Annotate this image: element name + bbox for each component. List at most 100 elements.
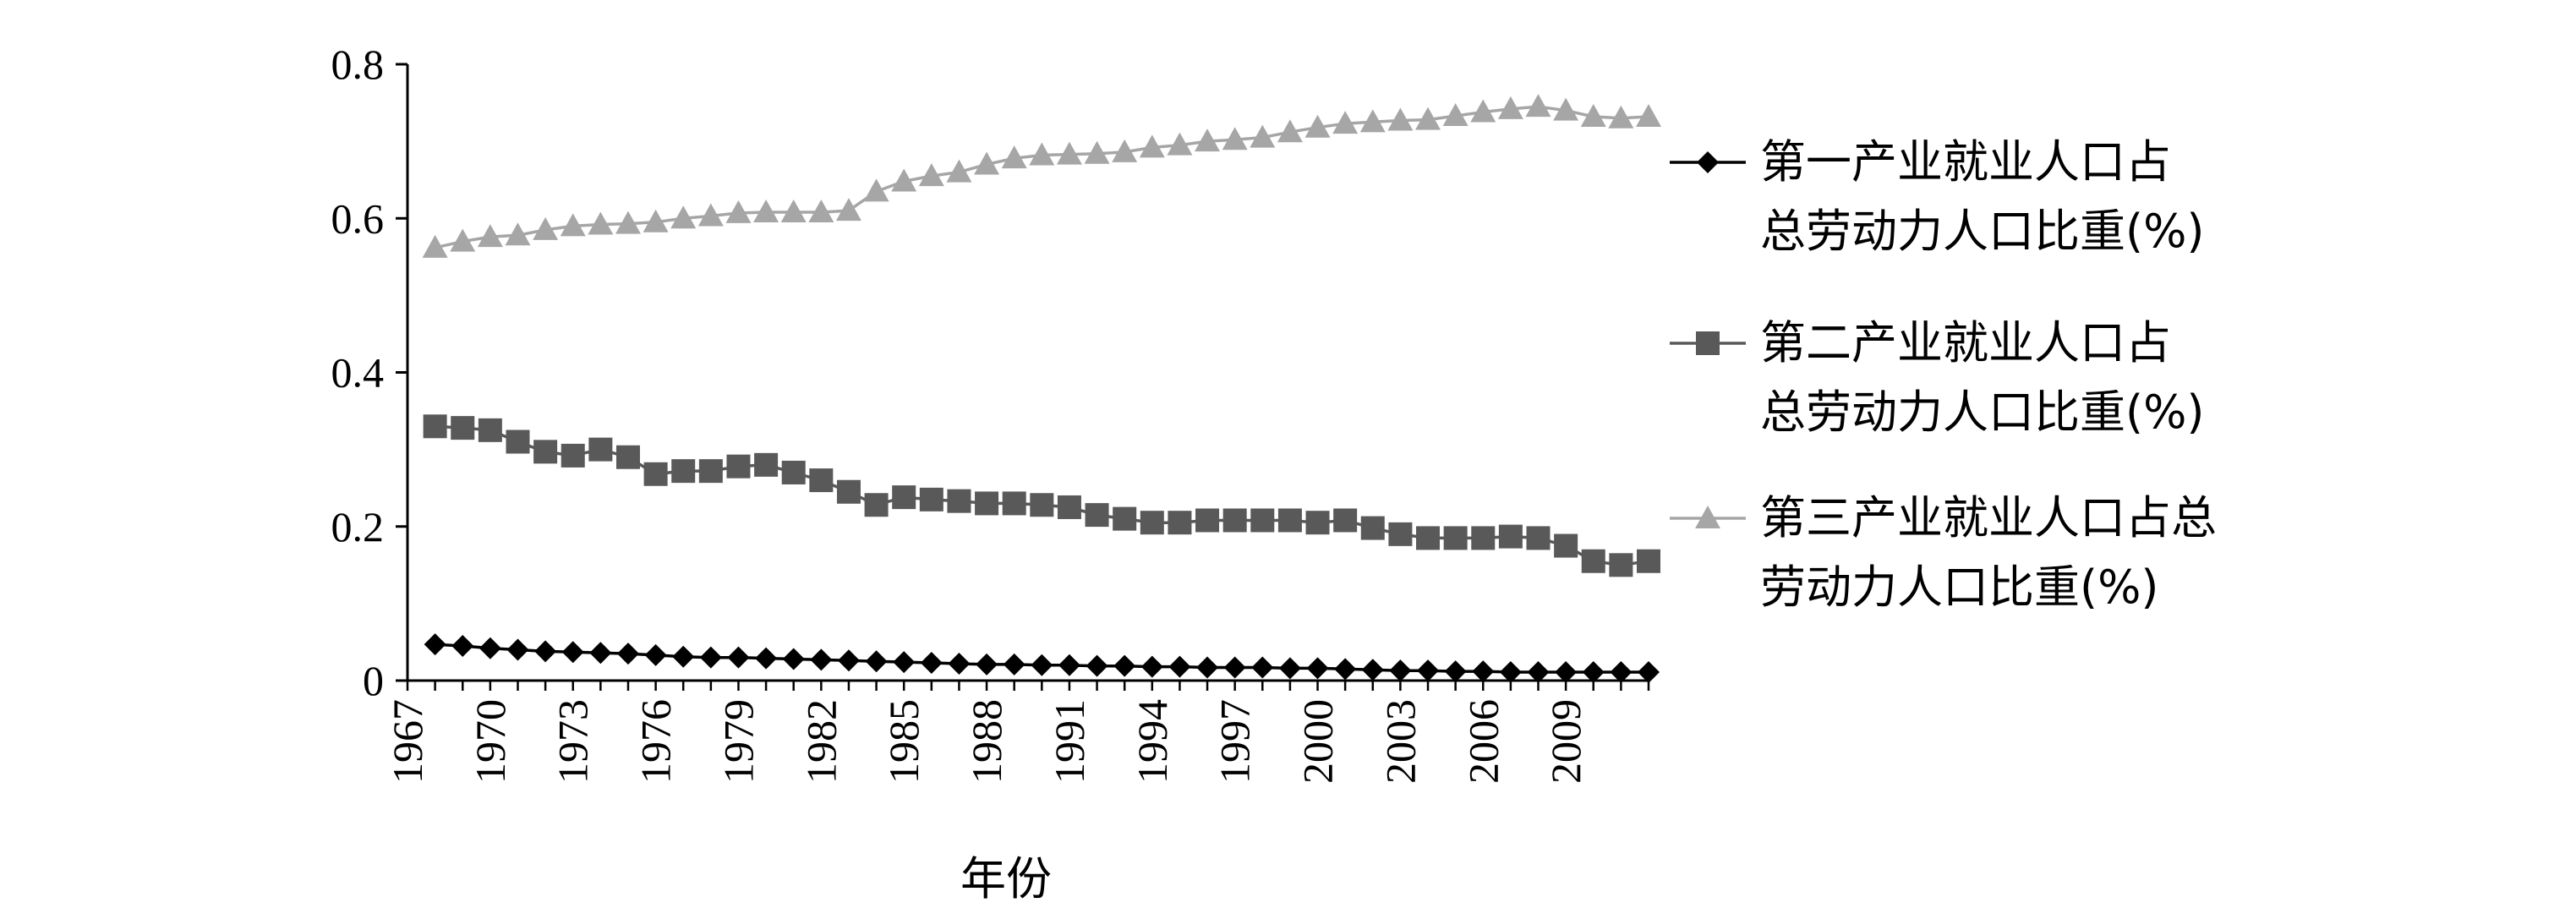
series-1-point	[948, 652, 971, 675]
series-2-point	[1113, 506, 1137, 531]
series-3-point	[918, 163, 944, 187]
series-3-point	[835, 198, 861, 222]
series-2-point	[809, 468, 834, 493]
series-2-point	[698, 459, 723, 484]
series-1-point	[1086, 654, 1108, 677]
series-3-point	[1442, 103, 1468, 127]
legend-label: 第一产业就业人口占	[1760, 135, 2171, 189]
series-3-line	[435, 105, 1649, 249]
series-2-point	[1305, 511, 1330, 535]
series-2-point	[1637, 549, 1660, 573]
series-1-point	[1472, 660, 1495, 683]
series-3-point	[643, 209, 669, 232]
series-2-point	[1222, 508, 1247, 533]
legend-label: 劳动力人口比重(%)	[1760, 561, 2158, 614]
series-2-point	[1443, 526, 1468, 550]
x-tick-label: 1994	[1129, 699, 1176, 784]
series-1-point	[1499, 660, 1522, 683]
x-tick-label: 2009	[1542, 699, 1589, 784]
legend-swatch-marker	[1696, 331, 1720, 355]
series-2-point	[588, 437, 613, 462]
legend-label: 总劳动力人口比重(%)	[1760, 386, 2204, 439]
series-2-point	[1416, 526, 1441, 550]
series-1-point	[1361, 659, 1384, 681]
series-1-point	[1031, 654, 1053, 676]
series-3-point	[974, 151, 1000, 175]
series-1-point	[1168, 655, 1191, 678]
series-1-point	[1389, 659, 1412, 682]
series-1-point	[1610, 660, 1633, 683]
x-tick-label: 1991	[1046, 699, 1093, 784]
axes: 0 0.2 0.4 0.6 0.8 1967 1970 1973 1976 1979 1982 198…	[331, 41, 1650, 784]
series-2-point	[864, 493, 889, 517]
series-1-point	[1638, 660, 1660, 683]
series-2-point	[1140, 511, 1164, 535]
series-2-point	[1388, 522, 1413, 546]
x-tick-label: 1997	[1211, 699, 1259, 784]
series-2-point	[1581, 549, 1605, 573]
series-1-point	[1582, 660, 1605, 683]
series-3-point	[697, 203, 724, 227]
series-1-point	[920, 652, 943, 675]
y-tick-label: 0.4	[331, 349, 385, 397]
series-1-point	[1058, 654, 1080, 676]
series-1-point	[755, 647, 778, 670]
series-2-point	[1498, 524, 1523, 549]
x-axis-title: 年份	[960, 852, 1052, 905]
series-2-point	[919, 487, 943, 511]
y-tick-label: 0	[363, 657, 384, 704]
series-1-point	[727, 646, 750, 669]
y-tick-label: 0.6	[331, 194, 385, 242]
series-3	[422, 94, 1661, 258]
series-3-point	[1497, 96, 1523, 119]
series-3-point	[560, 213, 586, 237]
series-2-point	[1360, 516, 1385, 540]
series-1-point	[865, 650, 888, 673]
x-tick-label: 1970	[467, 699, 514, 784]
series-3-point	[1056, 141, 1082, 165]
series-3-point	[891, 168, 917, 192]
series-1-point	[534, 640, 557, 663]
series-3-point	[1387, 107, 1414, 131]
series-1-point	[561, 641, 584, 664]
series-3-point	[1553, 97, 1579, 121]
series-2-point	[643, 462, 668, 486]
series-3-point	[1195, 129, 1221, 152]
series-1-point	[1223, 656, 1246, 679]
series-2-point	[671, 459, 696, 484]
x-tick-label: 1976	[632, 699, 680, 784]
series-2-point	[892, 485, 916, 510]
y-tick-label: 0.8	[331, 41, 385, 88]
series-3-point	[450, 228, 476, 252]
legend-label: 总劳动力人口比重(%)	[1760, 205, 2204, 258]
series-3-point	[753, 199, 779, 222]
series-1-point	[1306, 657, 1329, 680]
series-3-point	[1029, 142, 1055, 166]
series-3-point	[477, 224, 503, 248]
series-2	[423, 414, 1660, 577]
x-tick-label: 2006	[1459, 699, 1507, 784]
series-layer	[422, 94, 1661, 683]
series-1-point	[479, 637, 501, 659]
x-tick-label: 1967	[384, 699, 431, 784]
series-3-point	[725, 200, 752, 223]
series-1-point	[1444, 660, 1467, 683]
series-2-point	[1526, 526, 1551, 550]
series-1-point	[1334, 658, 1357, 681]
y-tick-label: 0.2	[331, 503, 385, 550]
series-3-point	[1359, 109, 1386, 133]
series-2-point	[754, 452, 779, 477]
series-1-point	[644, 643, 667, 666]
series-3-point	[422, 234, 448, 258]
series-1-point	[672, 645, 695, 668]
series-2-point	[1085, 503, 1109, 528]
x-tick-label: 1985	[880, 699, 927, 784]
series-1-point	[1278, 657, 1301, 680]
series-3-point	[808, 199, 834, 222]
series-3-point	[863, 178, 889, 202]
series-1-point	[976, 653, 998, 676]
series-1-point	[616, 643, 639, 665]
